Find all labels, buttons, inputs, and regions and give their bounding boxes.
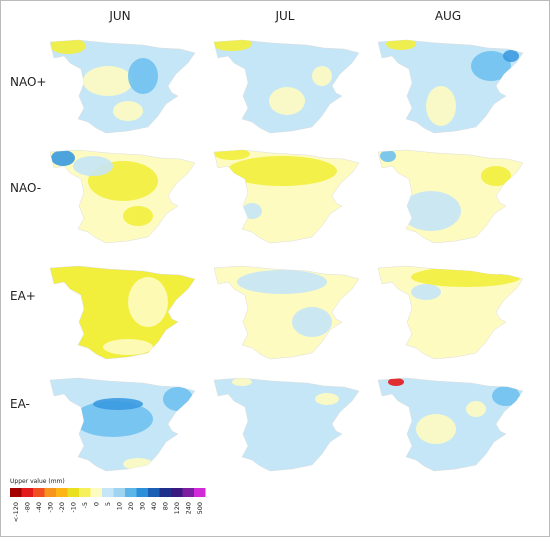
legend-swatch [136, 488, 148, 497]
patch [315, 393, 339, 405]
patch [123, 206, 153, 226]
row-label: NAO+ [10, 75, 46, 89]
column-header: JUN [108, 9, 130, 23]
legend-label: <-120 [12, 502, 20, 522]
patch [128, 58, 158, 94]
legend-swatch [125, 488, 137, 497]
legend-swatch [67, 488, 79, 497]
patch [411, 284, 441, 300]
patch [93, 398, 143, 410]
region-patches [103, 277, 168, 355]
legend-label: 30 [138, 502, 146, 510]
legend-swatch [194, 488, 206, 497]
legend-label: 80 [161, 502, 169, 510]
patch [73, 401, 153, 437]
legend-swatch [56, 488, 68, 497]
map-panel [49, 377, 196, 472]
patch [481, 166, 511, 186]
legend-label: 120 [173, 502, 181, 514]
patch [312, 66, 332, 86]
legend-label: -5 [81, 502, 89, 508]
map-panel [377, 39, 524, 134]
patch [416, 414, 456, 444]
patch [128, 277, 168, 327]
legend-swatch [182, 488, 194, 497]
legend-swatch [90, 488, 102, 497]
region-patches [214, 150, 337, 219]
legend-label: 10 [115, 502, 123, 510]
column-header: JUL [274, 9, 294, 23]
map-panel [49, 39, 196, 134]
legend-swatch [21, 488, 33, 497]
row-label: EA- [10, 397, 30, 411]
patch [386, 40, 416, 50]
patch [113, 101, 143, 121]
legend: Upper value (mm) <-120 -80 -40 -30 -20 -10 -5 0… [10, 478, 206, 522]
map-panel [213, 377, 360, 472]
legend-swatch [159, 488, 171, 497]
legend-swatch [44, 488, 56, 497]
patch [269, 87, 305, 115]
legend-label: -10 [69, 502, 77, 513]
legend-label: 40 [150, 502, 158, 510]
legend-label: -80 [23, 502, 31, 513]
legend-label: -40 [35, 502, 43, 513]
patch [466, 401, 486, 417]
legend-label: 500 [196, 502, 204, 514]
legend-swatch [79, 488, 91, 497]
patch [242, 203, 262, 219]
legend-label: 240 [184, 502, 192, 514]
map-panel [49, 149, 196, 244]
region-patches [237, 270, 332, 337]
map-panel [377, 377, 524, 472]
legend-label: -20 [58, 502, 66, 513]
patch [83, 66, 133, 96]
legend-title: Upper value (mm) [10, 478, 65, 485]
patch [380, 150, 396, 162]
map-panel [377, 149, 524, 244]
region-patches [50, 40, 158, 121]
patch [292, 307, 332, 337]
patch [103, 339, 153, 355]
region-patches [380, 150, 511, 231]
row-label: NAO- [10, 181, 41, 195]
patch [471, 51, 511, 81]
legend-swatch [171, 488, 183, 497]
region-patches [51, 150, 158, 226]
map-panel [49, 265, 196, 360]
patch [237, 270, 327, 294]
patch [50, 40, 86, 54]
row-label: EA+ [10, 289, 36, 303]
region-patches [388, 378, 520, 444]
legend-label: 5 [104, 502, 112, 506]
patch [227, 156, 337, 186]
legend-swatch [148, 488, 160, 497]
legend-swatch [102, 488, 114, 497]
patch [232, 378, 252, 386]
patch [51, 150, 75, 166]
legend-label: 20 [127, 502, 135, 510]
patch [401, 191, 461, 231]
map-panel [213, 149, 360, 244]
patch [492, 386, 520, 406]
patch [426, 86, 456, 126]
map-panel [213, 265, 360, 360]
map-grid: JUN JUL AUG NAO+ NAO- EA+ EA- [10, 9, 524, 472]
legend-swatch [10, 488, 22, 497]
patch [503, 50, 519, 62]
legend-label: 0 [92, 502, 100, 506]
patch [73, 156, 113, 176]
legend-swatch [113, 488, 125, 497]
region-patches [386, 40, 519, 126]
legend-swatch [33, 488, 45, 497]
region-patches [73, 387, 193, 470]
patch [388, 378, 404, 386]
column-header: AUG [435, 9, 461, 23]
legend-label: -30 [46, 502, 54, 513]
region-patches [232, 378, 339, 405]
